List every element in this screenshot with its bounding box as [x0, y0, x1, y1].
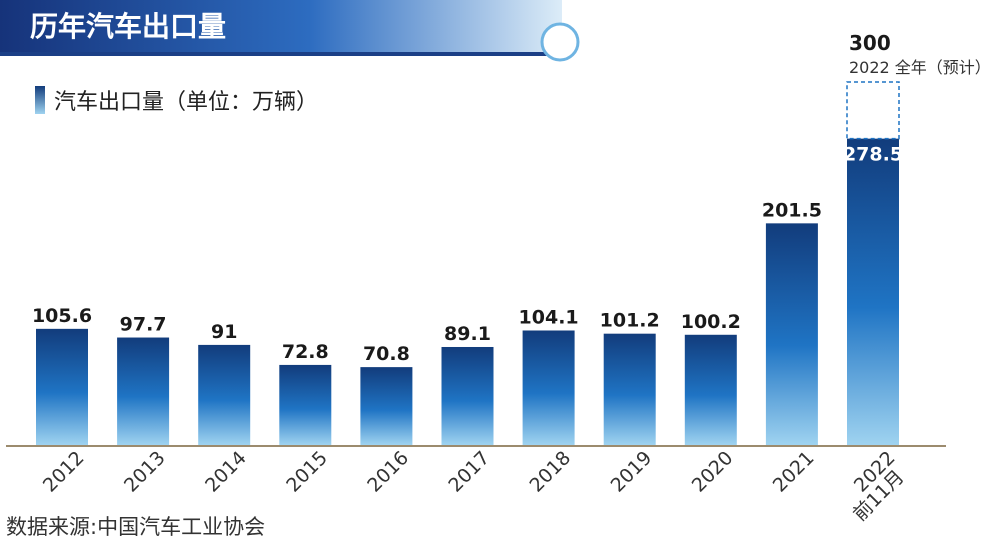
header-underline: [0, 52, 548, 56]
x-tick-2021: 2021: [769, 447, 819, 497]
data-label-2017: 89.1: [444, 323, 491, 345]
forecast-value-label: 300: [849, 31, 891, 55]
x-tick-labels: 2012 2013 2014 2015 2016 2017 2018 2019 2020 2021…: [39, 447, 909, 526]
data-label-2015: 72.8: [282, 341, 329, 363]
bar-2012: [36, 328, 88, 445]
data-label-2019: 101.2: [600, 310, 660, 332]
page-title: 历年汽车出口量: [30, 10, 226, 43]
x-tick-2019: 2019: [607, 447, 657, 497]
legend: 汽车出口量（单位：万辆）: [35, 86, 318, 115]
x-tick-2020: 2020: [688, 447, 738, 497]
header-banner: 历年汽车出口量: [0, 0, 580, 62]
forecast-note: 2022 全年（预计）: [849, 58, 991, 77]
bar-2022: [847, 138, 899, 445]
header-banner-band: [0, 0, 562, 52]
data-label-2016: 70.8: [363, 343, 410, 365]
data-label-2018: 104.1: [519, 306, 579, 328]
data-label-2021: 201.5: [762, 199, 822, 221]
x-tick-2012: 2012: [39, 447, 89, 497]
x-tick-2013: 2013: [120, 447, 170, 497]
bar-2017: [441, 346, 494, 445]
bar-2020: [684, 334, 737, 445]
x-tick-2016: 2016: [363, 447, 413, 497]
x-tick-2018: 2018: [525, 447, 575, 497]
forecast-group: 300 2022 全年（预计）: [846, 31, 991, 140]
forecast-box-2022: [846, 81, 900, 140]
bar-2018: [522, 330, 575, 445]
bar-2019: [603, 333, 656, 445]
x-tick-2014: 2014: [201, 447, 251, 497]
data-label-2022: 278.5: [843, 144, 903, 166]
x-tick-2015: 2015: [282, 447, 332, 497]
bar-2013: [117, 337, 170, 445]
bar-2021: [765, 223, 818, 445]
legend-swatch: [35, 86, 45, 114]
data-label-2020: 100.2: [681, 311, 741, 333]
bar-2016: [360, 367, 413, 445]
header-circle-ornament: [540, 22, 580, 62]
data-label-2012: 105.6: [32, 305, 92, 327]
bar-series: 105.6 97.7 91 72.8 70.8 89.1 104.1 101.2 100.2 20…: [32, 138, 903, 445]
source-note: 数据来源:中国汽车工业协会: [6, 515, 265, 539]
data-label-2013: 97.7: [120, 314, 167, 336]
x-tick-2017: 2017: [444, 447, 494, 497]
legend-label: 汽车出口量（单位：万辆）: [54, 90, 318, 115]
bar-2015: [279, 364, 332, 445]
bar-2014: [198, 344, 251, 445]
data-label-2014: 91: [211, 321, 237, 343]
